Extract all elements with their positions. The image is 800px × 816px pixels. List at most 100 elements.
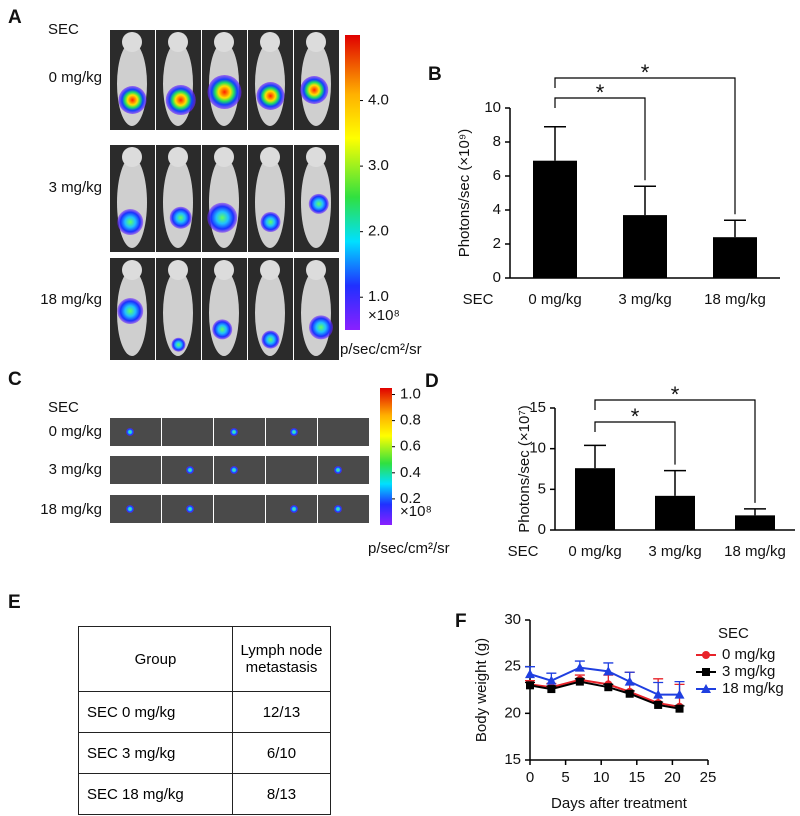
x-tick-label: 10 xyxy=(593,769,610,786)
signal xyxy=(334,505,342,513)
bar xyxy=(655,495,695,530)
y-tick-label: 15 xyxy=(504,751,521,768)
mouse xyxy=(255,157,285,248)
y-axis-label: Body weight (g) xyxy=(473,638,490,742)
significance-bracket xyxy=(594,421,676,465)
group-label: SEC xyxy=(48,399,79,416)
row-label: 0 mg/kg xyxy=(49,69,102,86)
y-tick-label: 25 xyxy=(504,658,521,675)
table-header: Group Lymph node metastasis xyxy=(78,626,331,692)
signal xyxy=(171,337,186,352)
mouse xyxy=(209,157,239,248)
y-axis-label: Photons/sec (×10⁹) xyxy=(456,129,473,258)
panel-label: E xyxy=(8,592,21,613)
category-axis-label: SEC xyxy=(508,543,539,560)
image-frame xyxy=(318,456,369,484)
legend-title: SEC xyxy=(718,625,749,642)
point xyxy=(654,700,663,709)
row-label: 18 mg/kg xyxy=(40,501,102,518)
signal xyxy=(256,82,285,110)
y-tick-label: 30 xyxy=(504,611,521,628)
mouse-head xyxy=(122,260,142,280)
mouse-head xyxy=(214,260,234,280)
point xyxy=(547,685,556,694)
y-tick-label: 20 xyxy=(504,704,521,721)
mouse xyxy=(301,270,331,356)
mouse-head xyxy=(306,32,326,52)
colorbar-tick-label: 1.0 xyxy=(400,385,421,402)
colorbar-tick-label: 0.4 xyxy=(400,464,421,481)
signal xyxy=(290,505,298,513)
legend-label: 18 mg/kg xyxy=(722,680,784,697)
x-tick-label: 0 xyxy=(526,769,534,786)
panel-label: D xyxy=(425,371,439,392)
point xyxy=(526,681,534,690)
header-cell: Group xyxy=(78,626,233,692)
point xyxy=(546,675,557,685)
mouse-head xyxy=(168,147,188,167)
significance-mark: * xyxy=(641,60,650,85)
y-tick-label: 2 xyxy=(493,235,501,252)
signal xyxy=(260,212,281,233)
signal xyxy=(186,505,194,513)
colorbar-tick-label: 0.6 xyxy=(400,438,421,455)
point xyxy=(675,704,684,713)
image-frame xyxy=(318,418,369,446)
cell: 12/13 xyxy=(232,691,331,733)
image-frame xyxy=(214,418,265,446)
group-label: SEC xyxy=(48,21,79,38)
colorbar-tick-label: 3.0 xyxy=(368,157,389,174)
signal xyxy=(186,466,194,474)
mouse-head xyxy=(122,32,142,52)
point xyxy=(604,683,613,692)
row-label: 0 mg/kg xyxy=(49,423,102,440)
significance-bracket xyxy=(554,97,646,181)
x-tick-label: 3 mg/kg xyxy=(648,543,701,560)
bar xyxy=(623,215,667,278)
cell: SEC 0 mg/kg xyxy=(78,691,233,733)
signal xyxy=(118,86,147,114)
colorbar xyxy=(380,388,392,525)
cell: 6/10 xyxy=(232,732,331,774)
colorbar-tick-label: 4.0 xyxy=(368,92,389,109)
bar xyxy=(735,515,775,530)
cell: 8/13 xyxy=(232,773,331,815)
y-tick-label: 8 xyxy=(493,133,501,150)
image-frame xyxy=(110,495,161,523)
image-frame xyxy=(110,418,161,446)
row-label: 3 mg/kg xyxy=(49,179,102,196)
panel-label: C xyxy=(8,369,22,390)
image-frame xyxy=(162,418,213,446)
signal xyxy=(261,330,280,349)
mouse-head xyxy=(168,260,188,280)
legend-marker xyxy=(702,651,710,659)
x-axis-label: Days after treatment xyxy=(551,795,688,812)
y-tick-label: 10 xyxy=(529,440,546,457)
point xyxy=(653,689,664,699)
significance-mark: * xyxy=(631,404,640,429)
mouse-head xyxy=(168,32,188,52)
bar xyxy=(713,237,757,278)
category-axis-label: SEC xyxy=(463,291,494,308)
legend-label: 0 mg/kg xyxy=(722,646,775,663)
mouse-head xyxy=(214,32,234,52)
mouse-head xyxy=(260,147,280,167)
x-tick-label: 3 mg/kg xyxy=(618,291,671,308)
x-tick-label: 15 xyxy=(628,769,645,786)
row-label: 18 mg/kg xyxy=(40,291,102,308)
mouse-head xyxy=(214,147,234,167)
signal xyxy=(300,76,329,104)
colorbar-unit: p/sec/cm²/sr xyxy=(340,341,422,358)
mouse xyxy=(163,270,193,356)
mouse-head xyxy=(306,260,326,280)
colorbar-tick-label: 2.0 xyxy=(368,223,389,240)
x-tick-label: 5 xyxy=(561,769,569,786)
mouse-head xyxy=(260,260,280,280)
signal xyxy=(126,428,134,436)
colorbar xyxy=(345,35,360,330)
x-tick-label: 0 mg/kg xyxy=(568,543,621,560)
mouse-head xyxy=(306,147,326,167)
significance-bracket xyxy=(594,399,756,503)
metastasis-table: Group Lymph node metastasis SEC 0 mg/kg 1… xyxy=(78,626,331,815)
